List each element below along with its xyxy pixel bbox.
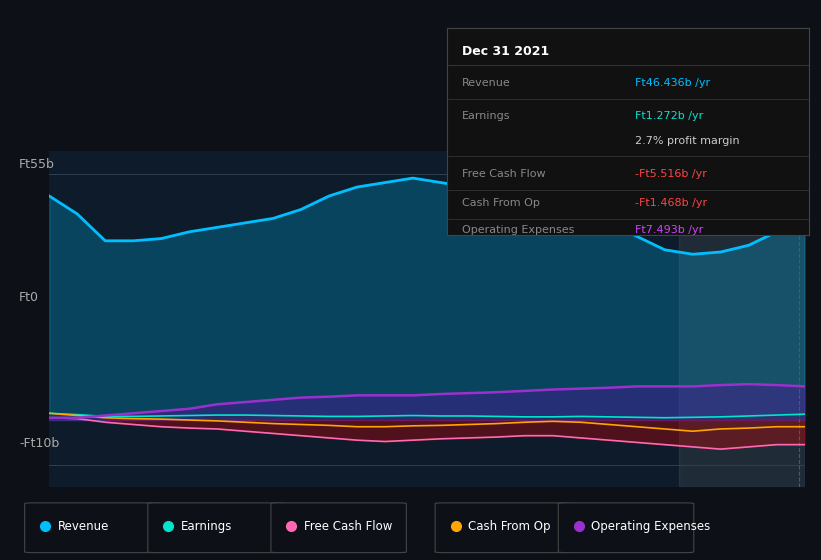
FancyBboxPatch shape	[435, 503, 571, 553]
Text: Earnings: Earnings	[181, 520, 232, 533]
Text: Cash From Op: Cash From Op	[468, 520, 550, 533]
Text: Revenue: Revenue	[57, 520, 109, 533]
Text: Earnings: Earnings	[462, 111, 511, 121]
Text: Revenue: Revenue	[462, 78, 511, 88]
Text: 2.7% profit margin: 2.7% profit margin	[635, 136, 740, 146]
Text: Ft55b: Ft55b	[19, 158, 55, 171]
FancyBboxPatch shape	[271, 503, 406, 553]
Text: Operating Expenses: Operating Expenses	[462, 225, 574, 235]
Text: Free Cash Flow: Free Cash Flow	[304, 520, 392, 533]
Text: Ft0: Ft0	[19, 291, 39, 304]
FancyBboxPatch shape	[148, 503, 283, 553]
Text: Operating Expenses: Operating Expenses	[591, 520, 710, 533]
Text: -Ft1.468b /yr: -Ft1.468b /yr	[635, 198, 708, 208]
Bar	[679, 151, 805, 487]
Text: Free Cash Flow: Free Cash Flow	[462, 169, 545, 179]
Text: Dec 31 2021: Dec 31 2021	[462, 45, 549, 58]
Text: -Ft10b: -Ft10b	[19, 437, 59, 450]
Text: Cash From Op: Cash From Op	[462, 198, 539, 208]
Text: -Ft5.516b /yr: -Ft5.516b /yr	[635, 169, 707, 179]
Text: Ft1.272b /yr: Ft1.272b /yr	[635, 111, 704, 121]
Text: Ft7.493b /yr: Ft7.493b /yr	[635, 225, 704, 235]
FancyBboxPatch shape	[558, 503, 694, 553]
FancyBboxPatch shape	[25, 503, 160, 553]
Text: Ft46.436b /yr: Ft46.436b /yr	[635, 78, 710, 88]
